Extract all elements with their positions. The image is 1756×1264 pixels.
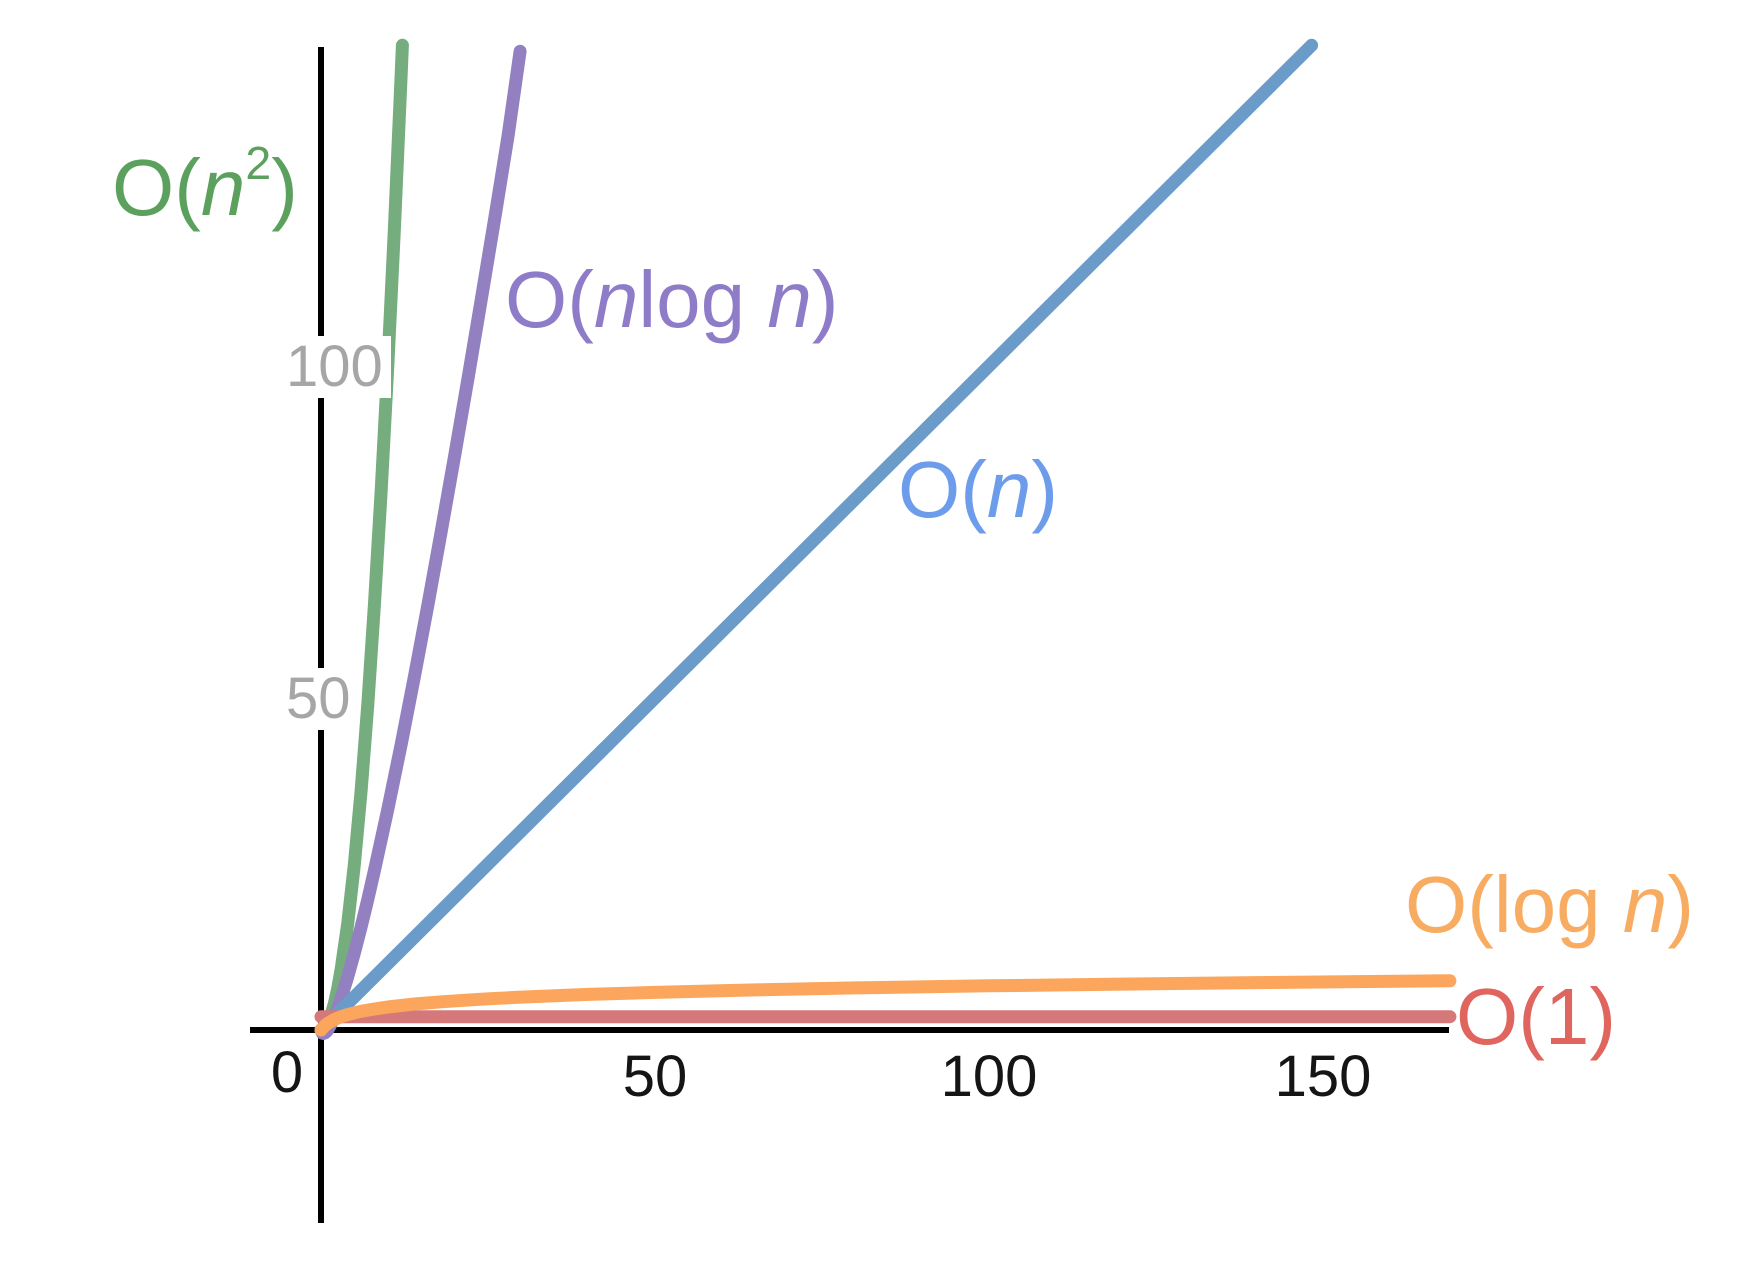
label-part: 2 [245, 137, 272, 189]
label-part: n [767, 255, 812, 344]
curve-label-n: O(n) [898, 450, 1058, 530]
label-part: ) [811, 255, 839, 344]
x-tick-label-0: 0 [270, 1040, 304, 1105]
label-part: log [638, 255, 768, 344]
x-tick-label-150: 150 [1274, 1044, 1372, 1109]
label-part: n [986, 445, 1032, 534]
label-part: O( [898, 445, 987, 534]
label-part: ) [1031, 445, 1059, 534]
y-tick-label-50: 50 [278, 667, 359, 730]
label-part: ) [1667, 860, 1694, 949]
y-tick-label-100: 100 [278, 335, 391, 398]
label-part: n [1622, 860, 1668, 949]
curve-label-nlogn: O(nlog n) [505, 260, 839, 340]
curve-n [314, 38, 1319, 1037]
label-part: O( [505, 255, 594, 344]
curve-label-logn: O(log n) [1405, 865, 1694, 945]
label-part: O( [112, 143, 201, 232]
curve-logn [314, 974, 1457, 1037]
label-part: n [593, 255, 639, 344]
label-part: ) [271, 143, 298, 232]
label-part: log [1493, 860, 1623, 949]
label-part: O(1) [1456, 972, 1616, 1061]
x-tick-label-50: 50 [622, 1044, 688, 1109]
curve-label-n2: O(n2) [112, 140, 298, 228]
curve-label-const: O(1) [1456, 977, 1616, 1057]
x-tick-label-100: 100 [940, 1044, 1038, 1109]
label-part: n [200, 143, 246, 232]
label-part: O( [1405, 860, 1494, 949]
